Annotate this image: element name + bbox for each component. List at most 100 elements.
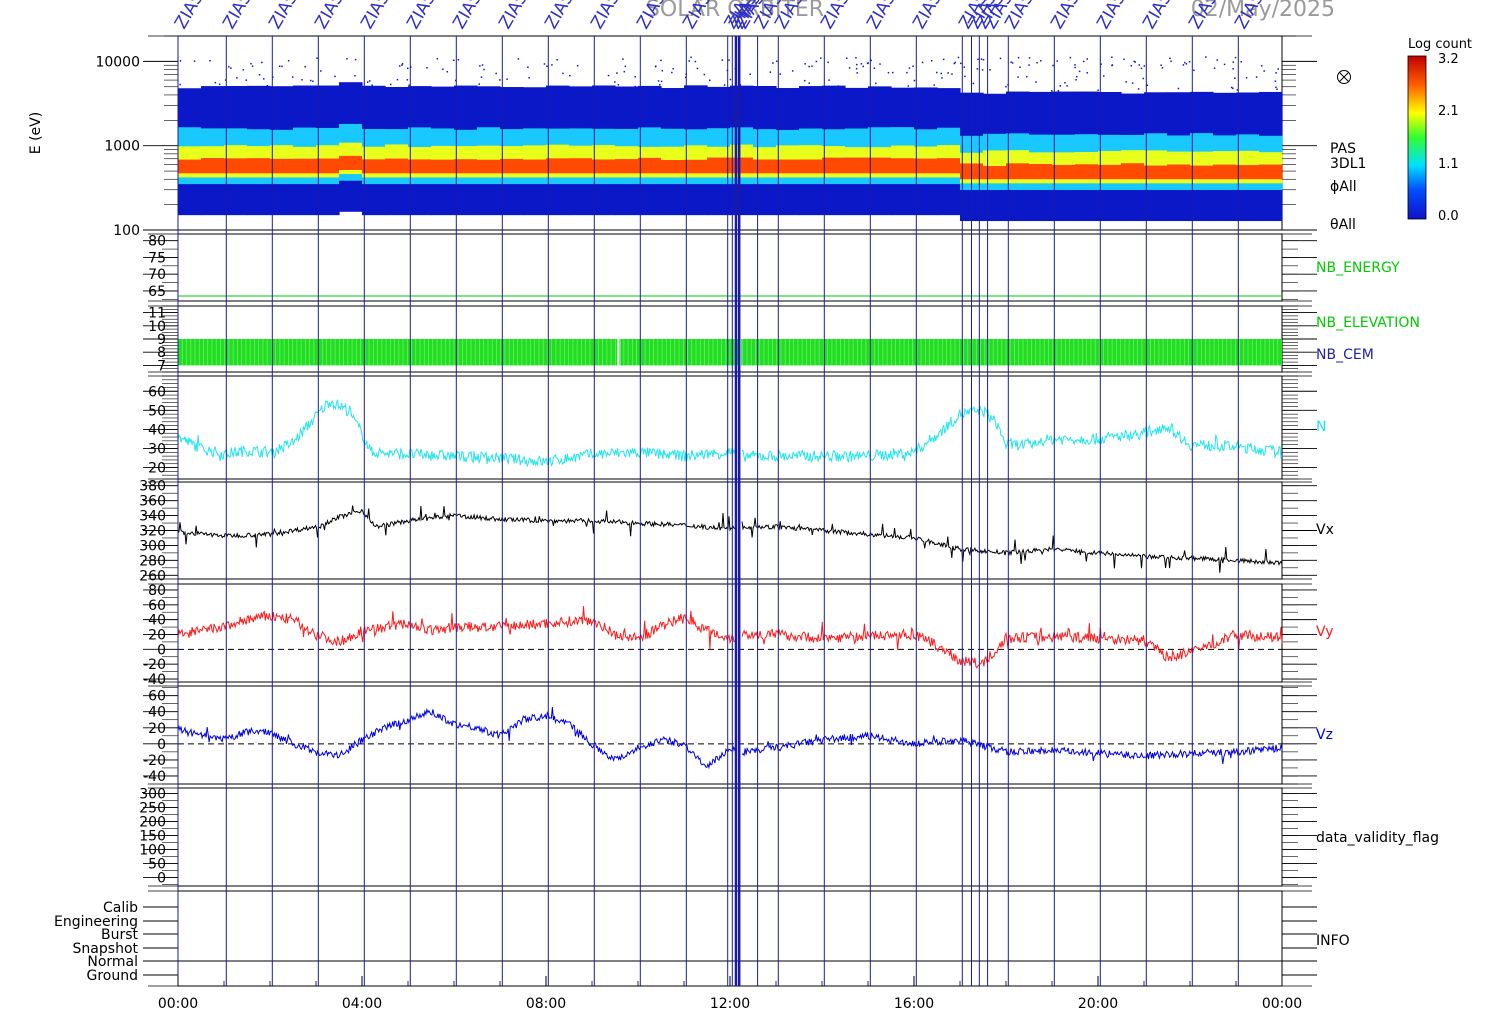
spectrogram-sparse-pixel [251,86,253,88]
spectrogram-sparse-pixel [1056,60,1058,62]
spectrogram-sparse-pixel [1086,72,1089,74]
spectrogram-ytick-label: 1000 [104,139,140,155]
spectrogram-sparse-pixel [907,85,910,87]
spectrogram-sparse-pixel [1036,61,1038,64]
spectrogram-sparse-pixel [1103,75,1105,77]
spectrogram-sparse-pixel [772,62,774,64]
spectrogram-sparse-pixel [1142,77,1145,80]
spectrogram-sparse-pixel [1069,56,1072,59]
event-marker-label: ZIAS [265,0,302,32]
spectrogram-band-cell [1052,164,1076,180]
event-markers [177,36,1239,986]
spectrogram-sparse-pixel [242,69,245,71]
density-ytick-label: 60 [148,384,166,400]
spectrogram-band-cell [523,159,547,174]
spectrogram-band-cell [316,158,340,174]
spectrogram-sparse-pixel [708,79,711,82]
spectrogram-sparse-pixel [942,58,945,61]
spectrogram-sparse-pixel [815,60,818,63]
nb-energy-ytick-label: 70 [148,267,166,283]
vx-ytick-label: 360 [139,494,166,510]
spectrogram-sparse-pixel [366,86,368,88]
spectrogram-sparse-pixel [483,68,485,71]
vy-ytick-label: -40 [143,672,166,688]
spectrogram-sparse-pixel [455,79,457,82]
spectrogram-sparse-pixel [1076,75,1078,78]
spectrogram-sparse-pixel [607,74,610,77]
spectrogram-sparse-pixel [660,80,663,83]
vy-panel-frame [177,583,1283,683]
spectrogram-sparse-pixel [1170,60,1172,62]
spectrogram-sparse-pixel [398,65,401,67]
spectrogram-sparse-pixel [879,63,881,65]
colorbar: Log count 3.2 2.1 1.1 0.0 [1407,37,1472,224]
spectrogram-ytick-label: 100 [113,223,140,239]
x-tick-label: 12:00 [710,996,750,1012]
spectrogram-band-cell [1167,164,1191,180]
spectrogram-sparse-pixel [622,58,624,60]
spectrogram-band-cell [1075,164,1099,180]
spectrogram-band-cell [753,159,777,174]
spectrogram-sparse-pixel [1216,59,1219,61]
spectrogram-sparse-pixel [1064,81,1066,84]
spectrogram-sparse-pixel [856,72,859,74]
spectrogram-sparse-pixel [1240,60,1243,63]
spectrogram-ylabel: E (eV) [28,112,44,154]
spectrogram-sparse-pixel [947,72,949,74]
data-validity-ytick-label: 200 [139,815,166,831]
nb-energy-panel-frame [177,233,1283,302]
spectrogram-sparse-pixel [401,63,404,65]
info-panel-frame [177,890,1283,987]
spectrogram-sparse-pixel [396,88,399,91]
spectrogram-sparse-pixel [1261,65,1263,67]
spectrogram-sparse-pixel [354,58,357,61]
event-marker-label: ZIAS [909,0,946,32]
spectrogram-sparse-pixel [930,59,933,62]
spectrogram-band-cell [1213,164,1237,180]
vx-ytick-label: 340 [139,509,166,525]
spectrogram-sparse-pixel [480,76,483,78]
spectrogram-band-cell [1236,165,1260,180]
vy-ytick-label: 40 [148,613,166,629]
spectrogram-label-2: ϕAll [1330,179,1357,195]
spectrogram-label-1: 3DL1 [1330,156,1366,172]
density-ytick-label: 30 [148,441,166,457]
spectrogram-sparse-pixel [499,79,501,81]
spectrogram-sparse-pixel [1074,64,1076,66]
vx-ytick-label: 260 [139,568,166,584]
nb-elevation-ytick-label: 7 [157,358,166,374]
data-validity-ytick-label: 150 [139,829,166,845]
spectrogram-sparse-pixel [1245,76,1248,79]
spectrogram-sparse-pixel [980,58,983,60]
spectrogram-band-cell [638,157,662,174]
nb-elevation-ytick-label: 8 [157,345,166,361]
spectrogram-sparse-pixel [875,82,877,85]
vz-ytick-label: 20 [148,721,166,737]
spectrogram-band-cell [431,159,455,174]
spectrogram-sparse-pixel [663,89,665,91]
spectrogram-sparse-pixel [1074,66,1076,69]
data-validity-ytick-label: 100 [139,843,166,859]
spectrogram-sparse-pixel [316,87,318,90]
nb-energy-ytick-label: 75 [148,250,166,266]
spectrogram-sparse-pixel [721,59,724,61]
spectrogram-sparse-pixel [1111,64,1114,66]
spectrogram-sparse-pixel [1230,86,1233,89]
spectrogram-sparse-pixel [368,80,371,82]
spectrogram-band-cell [477,159,501,174]
event-marker-label: ZIAS [587,0,624,32]
spectrogram-sparse-pixel [723,84,726,86]
spectrogram-band-cell [937,158,961,174]
spectrogram-band-cell [362,159,386,174]
spectrogram-band-cell [1190,165,1214,180]
spectrogram-sparse-pixel [654,65,657,68]
spectrogram-sparse-pixel [908,67,911,69]
info-level-label: Snapshot [73,941,139,957]
nb-cem-label: NB_CEM [1316,347,1374,363]
spectrogram-band-cell [201,158,225,174]
nb-energy-ytick-label: 80 [148,234,166,250]
